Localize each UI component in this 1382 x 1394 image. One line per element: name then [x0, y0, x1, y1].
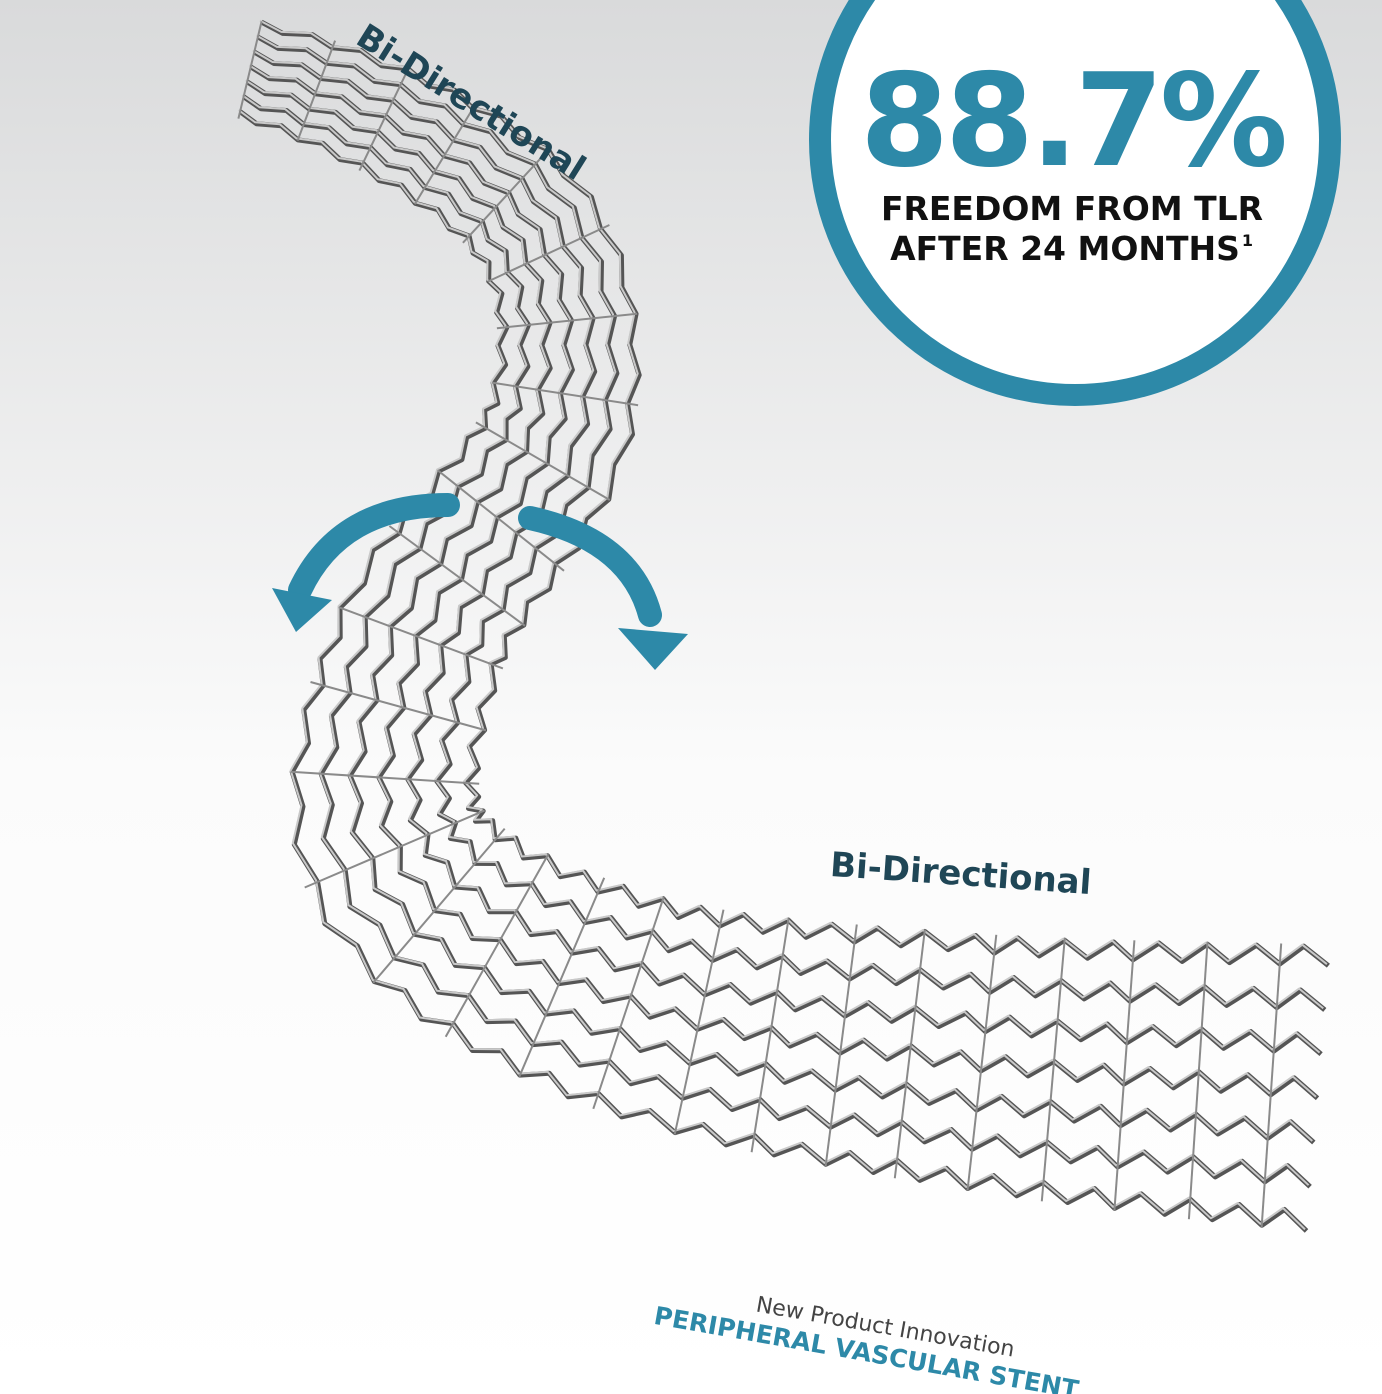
stent-strut [259, 19, 1328, 965]
arrow-head [618, 628, 688, 670]
stent-strut [338, 606, 504, 670]
stent-strut [1260, 943, 1283, 1228]
stent-strut [491, 381, 639, 407]
stent-strut [245, 79, 1313, 1142]
stent-strut [1113, 940, 1136, 1211]
stent-strut [310, 681, 487, 732]
stent-strut [248, 64, 1317, 1098]
stent-strut [824, 924, 858, 1167]
stent-strut [388, 525, 526, 627]
stent-strut [475, 421, 611, 501]
stat-caption: AFTER 24 MONTHS [890, 229, 1240, 268]
stent-strut [296, 40, 337, 142]
stat-value: 88.7% [860, 47, 1285, 196]
stent-strut [966, 934, 998, 1191]
stent-strut [1040, 938, 1066, 1202]
stent-strut [592, 896, 665, 1110]
stent-strut [358, 67, 410, 172]
stent-strut [893, 929, 926, 1179]
stat-badge: 88.7% FREEDOM FROM TLR AFTER 24 MONTHS 1 [809, 0, 1341, 406]
arrow-right [518, 506, 662, 627]
stent-strut [487, 224, 610, 283]
stent-strut [673, 909, 725, 1135]
stent-strut [304, 809, 485, 889]
stent-strut [255, 34, 1324, 1010]
stent-strut [750, 918, 790, 1153]
stent-strut [238, 109, 1306, 1231]
arrow-head [272, 588, 332, 632]
stent-strut [252, 49, 1321, 1054]
stent-strut [1187, 941, 1209, 1220]
stent-strut [413, 100, 479, 205]
stent-strut [290, 770, 480, 785]
badge-circle [809, 0, 1341, 406]
bidirectional-arrows [272, 493, 688, 670]
stent-strut [436, 469, 565, 572]
stent-strut [372, 827, 506, 984]
stent-strut [237, 21, 263, 119]
stent-illustration [237, 19, 1330, 1233]
stent-strut [241, 94, 1310, 1186]
stent-strut [518, 877, 606, 1078]
stat-caption: FREEDOM FROM TLR [881, 189, 1263, 228]
stent-strut [462, 148, 550, 244]
stent-strut [496, 312, 638, 330]
footnote-marker: 1 [1242, 231, 1253, 250]
stent-strut [444, 853, 550, 1038]
arrow-left [288, 493, 460, 602]
